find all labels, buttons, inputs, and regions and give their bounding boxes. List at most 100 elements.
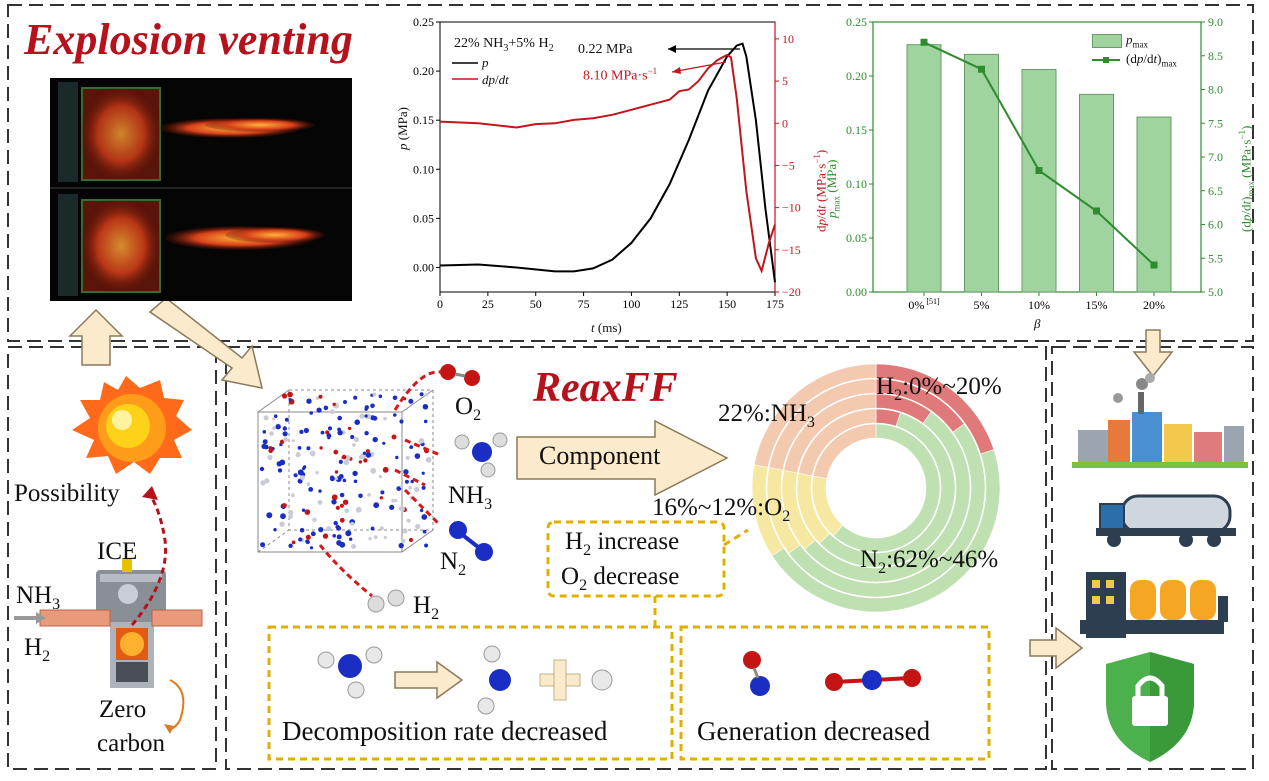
- particle: [425, 456, 432, 463]
- y2-tick-label: 7.0: [1208, 150, 1223, 164]
- particle: [399, 419, 404, 424]
- up-arrow: [68, 308, 124, 366]
- donut-segment: [783, 393, 877, 474]
- x-tick-label: 50: [530, 297, 542, 311]
- particle: [330, 409, 335, 415]
- particle: [422, 404, 429, 410]
- donut-n2-label: N2:62%~46%: [860, 546, 999, 577]
- particle: [332, 534, 337, 538]
- annotation-arrowhead-dpdt: [672, 67, 681, 74]
- particle: [275, 424, 281, 430]
- particle: [282, 431, 288, 437]
- particle: [332, 402, 336, 406]
- y-tick-label: 0.20: [413, 64, 434, 78]
- particle: [367, 493, 371, 497]
- generation-label: Generation decreased: [697, 716, 931, 746]
- ice-label: ICE: [97, 538, 138, 565]
- particle: [263, 415, 269, 421]
- particle: [409, 445, 414, 449]
- particle: [370, 467, 377, 474]
- particle: [403, 469, 409, 475]
- particle: [322, 533, 329, 539]
- particle: [262, 439, 268, 445]
- particle: [318, 527, 324, 533]
- particle: [315, 396, 320, 400]
- particle: [317, 500, 323, 505]
- o2-label: O2: [455, 393, 482, 424]
- particle: [389, 504, 395, 510]
- particle: [288, 543, 293, 548]
- point-dpdtmax: [1035, 167, 1043, 174]
- chart1-legend-title: 22% NH3+5% H2: [454, 36, 554, 54]
- particle: [363, 458, 368, 463]
- generation-box: [679, 625, 991, 761]
- x-tick-label: 75: [578, 297, 590, 311]
- particle: [422, 529, 427, 534]
- y2-tick-label: 9.0: [1208, 15, 1223, 29]
- particle: [306, 482, 311, 487]
- donut-segment: [768, 378, 877, 471]
- security-shield-icon: [1106, 652, 1194, 762]
- particle: [382, 441, 386, 445]
- y2-tick-label: 6.0: [1208, 218, 1223, 232]
- particle: [408, 537, 414, 543]
- engine-icon: [14, 558, 203, 734]
- particle: [352, 470, 358, 477]
- particle: [310, 531, 316, 537]
- particle: [424, 393, 429, 397]
- particle: [277, 468, 283, 473]
- chart1-xlabel: t (ms): [591, 320, 622, 335]
- particle: [315, 470, 319, 475]
- series-line-p: [439, 42, 776, 283]
- x-tick-label: 0: [437, 297, 443, 311]
- y2-tick-label: 8.5: [1208, 49, 1223, 63]
- particle: [284, 417, 289, 422]
- particle: [342, 499, 349, 505]
- particle: [364, 414, 368, 418]
- particle: [272, 426, 276, 431]
- particle: [421, 485, 426, 490]
- y2-tick-label: 5: [782, 74, 788, 88]
- particle: [330, 475, 334, 480]
- nh3-label: NH3: [448, 482, 493, 513]
- legend-dpdtmax: (dp/dt)max: [1126, 51, 1177, 69]
- h2-label: H2: [413, 592, 440, 623]
- particle: [359, 413, 365, 419]
- particle: [305, 534, 311, 540]
- particle: [291, 540, 296, 545]
- particle: [280, 513, 286, 520]
- particle: [297, 469, 304, 476]
- bar-pmax: [964, 53, 999, 293]
- particle: [261, 443, 267, 449]
- annotation-arrowhead-p: [668, 45, 676, 53]
- particle: [393, 413, 397, 417]
- particle: [331, 494, 338, 501]
- y2-tick-label: −5: [782, 158, 795, 172]
- particle: [267, 454, 273, 461]
- x-tick-label: 150: [718, 297, 736, 311]
- particle: [419, 392, 424, 397]
- bar-pmax: [906, 44, 942, 293]
- particle: [264, 478, 270, 484]
- plus-icon: [539, 659, 581, 701]
- y2-tick-label: −20: [782, 285, 801, 299]
- particle: [424, 543, 429, 548]
- particle: [302, 466, 306, 471]
- y-tick-label: 0.25: [846, 15, 867, 29]
- particle: [318, 394, 323, 399]
- particle: [318, 489, 322, 493]
- particle: [373, 535, 378, 539]
- particle: [391, 434, 397, 440]
- particle: [273, 414, 278, 419]
- y-tick-label: 0.15: [413, 113, 434, 127]
- n2-label: N2: [440, 548, 467, 579]
- particle: [281, 393, 288, 399]
- particle: [352, 443, 356, 447]
- particle: [413, 486, 420, 493]
- annotation-arrow-dpdt: [671, 61, 727, 73]
- nh3-fuel-label: NH3: [16, 582, 61, 613]
- particle: [260, 480, 266, 486]
- particle: [334, 470, 339, 474]
- y2-tick-label: 5.5: [1208, 251, 1223, 265]
